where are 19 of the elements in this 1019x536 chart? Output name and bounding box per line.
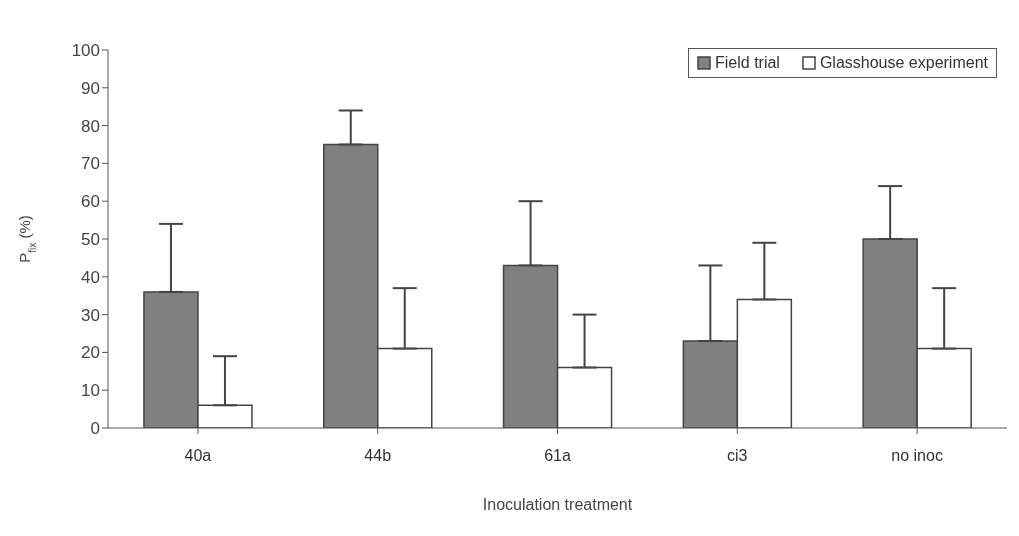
y-tick-label: 80 <box>81 116 100 136</box>
legend-label: Glasshouse experiment <box>819 53 988 73</box>
x-tick-label: 40a <box>184 447 212 465</box>
y-tick-label: 20 <box>81 343 100 363</box>
y-tick-label: 50 <box>81 230 100 250</box>
y-tick-label: 30 <box>81 305 100 325</box>
y-tick-label: 60 <box>81 192 100 212</box>
x-tick-label: 61a <box>544 447 571 465</box>
y-tick-label: 0 <box>90 419 100 439</box>
y-tick-label: 40 <box>81 267 100 287</box>
x-axis-title: Inoculation treatment <box>482 496 633 513</box>
x-tick-label: no inoc <box>891 447 943 465</box>
x-tick-label: 44b <box>364 447 392 465</box>
y-tick-label: 100 <box>71 41 100 61</box>
y-tick-label: 90 <box>81 78 100 98</box>
y-tick-label: 10 <box>81 381 100 401</box>
y-tick-label: 70 <box>81 154 100 174</box>
legend-label: Field trial <box>715 53 780 73</box>
x-tick-label: ci3 <box>727 447 748 465</box>
